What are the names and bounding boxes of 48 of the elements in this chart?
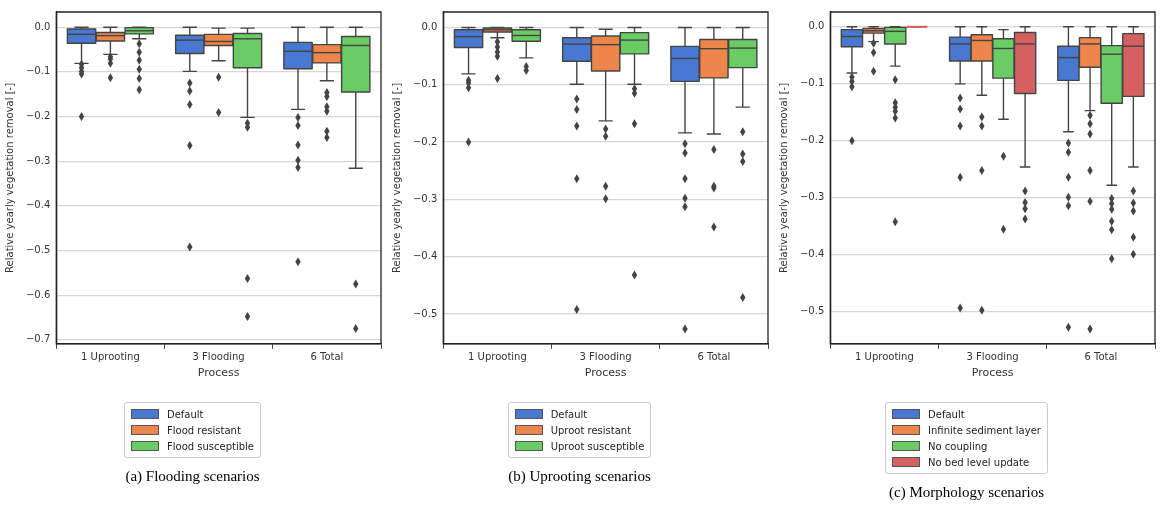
legend-label: Uproot susceptible — [550, 440, 645, 452]
x-tick-label: 3 Flooding — [192, 351, 245, 363]
x-axis-title: Process — [584, 366, 627, 380]
legend-label: Default — [166, 408, 204, 420]
y-tick-label: −0.5 — [25, 244, 51, 256]
x-tick-label: 6 Total — [697, 351, 731, 363]
y-tick-label: 0.0 — [808, 20, 825, 32]
x-tick-label: 1 Uprooting — [468, 351, 527, 363]
legend-label: Flood susceptible — [166, 440, 255, 452]
y-axis-title: Relative yearly vegetation removal [-] — [777, 82, 789, 273]
y-tick-label: −0.3 — [412, 192, 438, 204]
x-tick-label: 3 Flooding — [579, 351, 632, 363]
legend-label: No coupling — [928, 440, 988, 452]
y-tick-label: −0.1 — [799, 77, 825, 89]
y-tick-label: −0.1 — [25, 65, 51, 77]
y-tick-label: −0.3 — [799, 191, 825, 203]
y-tick-label: −0.2 — [25, 110, 51, 122]
x-tick-label: 1 Uprooting — [855, 351, 914, 363]
y-tick-label: −0.2 — [412, 135, 438, 147]
y-tick-label: −0.4 — [412, 250, 438, 262]
legend-label: No bed level update — [928, 456, 1030, 468]
text: (b) Uprooting scenarios — [507, 468, 652, 485]
x-tick-label: 1 Uprooting — [81, 351, 140, 363]
x-tick-label: 6 Total — [310, 351, 344, 363]
y-tick-label: 0.0 — [421, 21, 438, 33]
y-tick-label: −0.5 — [799, 305, 825, 317]
y-tick-label: 0.0 — [34, 20, 51, 32]
text: (a) Flooding scenarios — [124, 468, 261, 485]
x-axis-title: Process — [197, 366, 240, 380]
legend-label: Infinite sediment layer — [928, 424, 1041, 436]
x-tick-label: 3 Flooding — [966, 351, 1019, 363]
y-tick-label: −0.2 — [799, 134, 825, 146]
legend-label: Uproot resistant — [550, 424, 632, 436]
y-tick-label: −0.7 — [25, 333, 51, 345]
y-tick-label: −0.5 — [412, 307, 438, 319]
y-tick-label: −0.4 — [799, 248, 825, 260]
y-tick-label: −0.3 — [25, 154, 51, 166]
text: (c) Morphology scenarios — [888, 484, 1045, 501]
y-axis-title: Relative yearly vegetation removal [-] — [390, 82, 402, 273]
y-tick-label: −0.1 — [412, 78, 438, 90]
legend-label: Flood resistant — [166, 424, 241, 436]
legend-label: Default — [928, 408, 965, 420]
y-axis-title: Relative yearly vegetation removal [-] — [3, 82, 15, 273]
x-axis-title: Process — [971, 366, 1014, 380]
legend-label: Default — [550, 408, 588, 420]
y-tick-label: −0.4 — [25, 199, 51, 211]
y-tick-label: −0.6 — [25, 288, 51, 300]
x-tick-label: 6 Total — [1084, 351, 1118, 363]
